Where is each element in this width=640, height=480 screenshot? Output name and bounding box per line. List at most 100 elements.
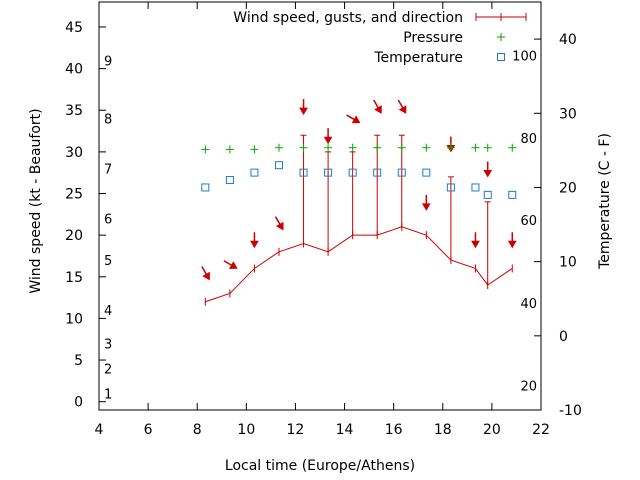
- temperature-point: [471, 183, 480, 192]
- x-tick-label: 20: [483, 422, 501, 438]
- arrow-head: [202, 271, 210, 281]
- legend-label-pressure: Pressure: [403, 30, 463, 46]
- wind-direction-arrow: [507, 232, 517, 249]
- arrow-head: [398, 105, 407, 114]
- y-tick-label: 25: [65, 187, 83, 203]
- x-axis-label: Local time (Europe/Athens): [225, 458, 415, 474]
- wind-direction-arrow: [421, 194, 431, 211]
- temperature-point: [508, 190, 517, 199]
- x-tick-label: 14: [336, 422, 354, 438]
- y-tick-label: 35: [65, 103, 83, 119]
- x-tick-label: 10: [237, 422, 255, 438]
- pressure-point: [471, 143, 480, 152]
- temperature-point: [201, 183, 210, 192]
- pressure-point: [274, 143, 283, 152]
- temperature-point: [373, 168, 382, 177]
- pressure-point: [446, 143, 455, 152]
- wind-direction-arrow: [299, 99, 308, 116]
- legend-markers: [475, 13, 527, 61]
- pressure-point: [225, 145, 234, 154]
- temperature-point: [299, 168, 308, 177]
- pressure-point: [483, 143, 492, 152]
- series-layer: [201, 99, 517, 306]
- fahrenheit-label: 60: [520, 214, 537, 229]
- y-tick-label: 45: [65, 20, 83, 36]
- temperature-point: [446, 183, 455, 192]
- beaufort-label: 5: [104, 254, 112, 269]
- arrow-head: [275, 221, 284, 231]
- pressure-point: [397, 143, 406, 152]
- wind-speed-line: [205, 226, 513, 303]
- temperature-point: [483, 190, 492, 199]
- temperature-point: [250, 168, 259, 177]
- x-tick-label: 16: [385, 422, 403, 438]
- legend-label-wind: Wind speed, gusts, and direction: [233, 10, 463, 26]
- arrow-head: [323, 136, 333, 145]
- y-tick-label: 20: [65, 228, 83, 244]
- y-tick-label: 0: [74, 395, 83, 411]
- beaufort-label: 4: [104, 304, 112, 319]
- fahrenheit-label: 100: [512, 49, 537, 64]
- arrow-head: [299, 107, 308, 116]
- wind-direction-arrow: [223, 260, 238, 269]
- pressure-point: [299, 143, 308, 152]
- plot-frame: [98, 1, 542, 411]
- y2-axis-label: Temperature (C - F): [597, 133, 613, 270]
- y-tick-label: 10: [65, 311, 83, 327]
- pressure-point: [201, 145, 210, 154]
- wind-direction-arrow: [346, 114, 361, 124]
- pressure-point: [348, 143, 357, 152]
- arrow-head: [250, 240, 259, 249]
- beaufort-label: 9: [104, 54, 112, 69]
- legend: Wind speed, gusts, and direction Pressur…: [233, 10, 527, 66]
- y2-tick-label: -10: [559, 403, 582, 419]
- beaufort-label: 6: [104, 212, 112, 227]
- wind-direction-arrow: [274, 216, 284, 231]
- y2-tick-label: 20: [559, 180, 577, 196]
- y-tick-label: 40: [65, 62, 83, 78]
- x-tick-label: 18: [434, 422, 452, 438]
- pressure-point: [422, 143, 431, 152]
- legend-label-temperature: Temperature: [373, 50, 463, 66]
- pressure-point: [250, 145, 259, 154]
- arrow-head: [421, 203, 431, 211]
- wind-direction-arrow: [201, 266, 210, 281]
- wind-direction-arrow: [373, 99, 382, 114]
- wind-direction-arrow: [250, 232, 259, 249]
- arrow-head: [374, 105, 382, 114]
- y2-tick-label: 30: [559, 106, 577, 122]
- arrow-head: [228, 261, 238, 269]
- x-tick-label: 6: [144, 422, 153, 438]
- beaufort-label: 3: [104, 337, 112, 352]
- fahrenheit-label: 40: [520, 297, 537, 312]
- wind-direction-arrow: [483, 161, 493, 178]
- pressure-point: [373, 143, 382, 152]
- y2-tick-label: 40: [559, 32, 577, 48]
- temperature-point: [324, 168, 333, 177]
- beaufort-label: 1: [104, 387, 112, 402]
- x-tick-label: 8: [193, 422, 202, 438]
- arrow-head: [471, 240, 480, 249]
- beaufort-label: 8: [104, 113, 112, 128]
- beaufort-label: 7: [104, 163, 112, 178]
- temperature-point: [348, 168, 357, 177]
- temperature-point: [274, 161, 283, 170]
- axes: 4 6 8 10 12 14 16 18 20 22051015202530354045-1001…: [65, 2, 582, 438]
- temperature-point: [422, 168, 431, 177]
- y-tick-label: 15: [65, 270, 83, 286]
- arrow-head: [507, 240, 517, 249]
- arrow-head: [483, 170, 493, 178]
- beaufort-label: 2: [104, 362, 112, 377]
- y-axis-label: Wind speed (kt - Beaufort): [28, 108, 44, 293]
- wind-direction-arrow: [323, 128, 333, 145]
- pressure-point: [508, 143, 517, 152]
- x-tick-label: 4: [95, 422, 104, 438]
- temperature-point: [397, 168, 406, 177]
- temperature-point: [225, 176, 234, 185]
- beaufort-scale: 1 2 3 4 5 6 7 8 9: [104, 54, 112, 402]
- fahrenheit-label: 20: [520, 380, 537, 395]
- wind-direction-arrow: [471, 232, 480, 249]
- x-tick-label: 12: [287, 422, 305, 438]
